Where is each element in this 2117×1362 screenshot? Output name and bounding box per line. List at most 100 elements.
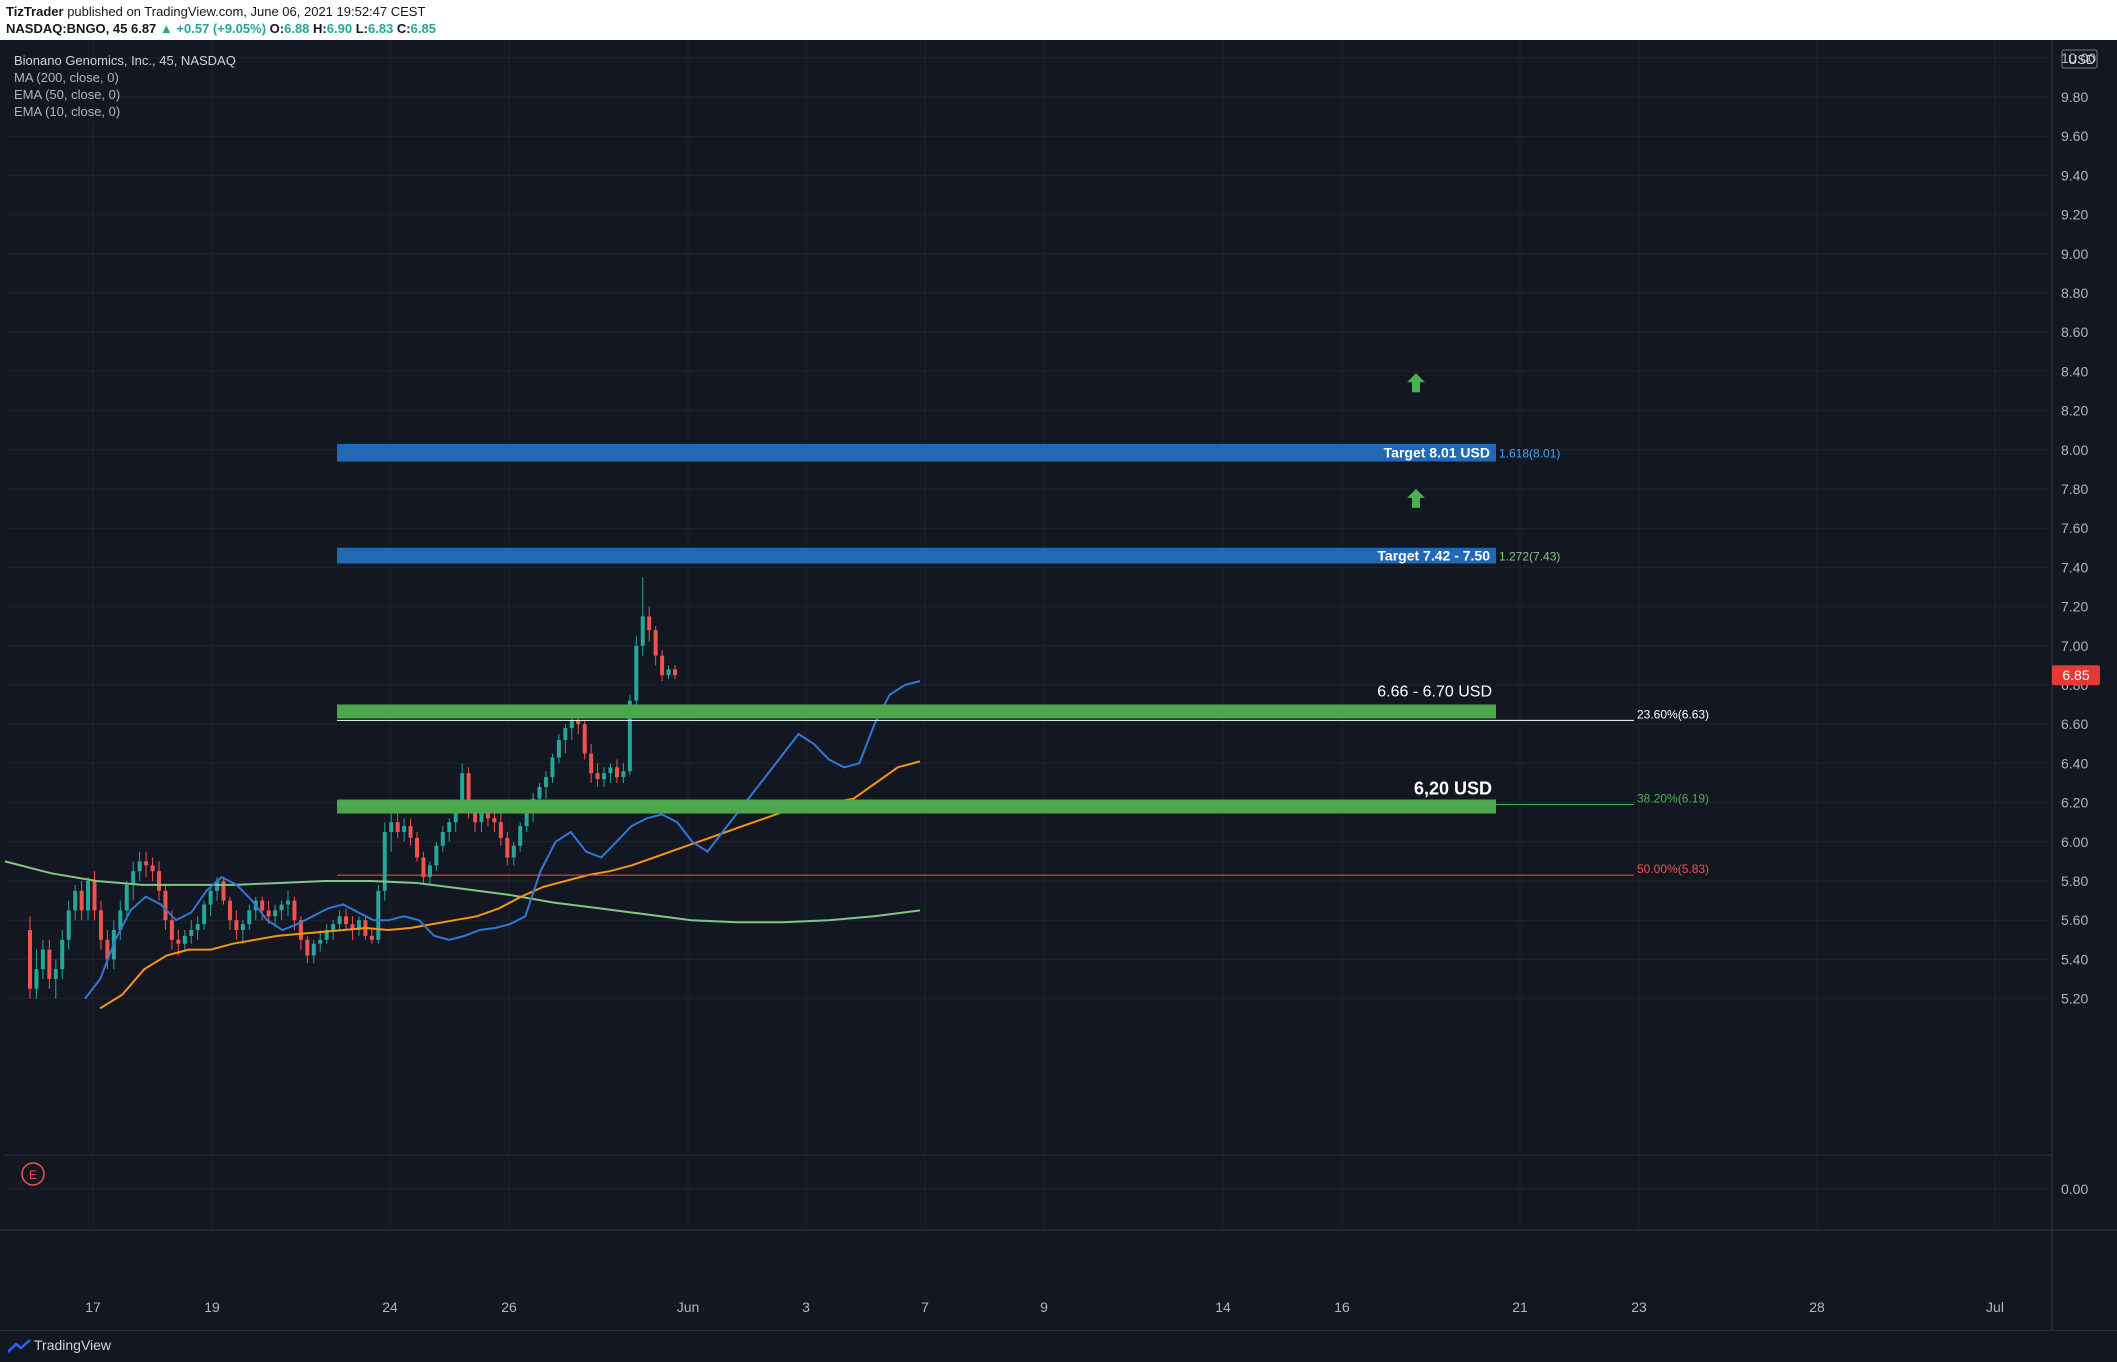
- candle-body: [382, 832, 387, 891]
- candle-body: [105, 939, 110, 960]
- y-tick-label: 8.20: [2061, 403, 2088, 419]
- x-tick-label: Jun: [677, 1299, 700, 1315]
- footer-bar: TradingView: [0, 1330, 2117, 1362]
- y-tick-label: 7.40: [2061, 559, 2088, 575]
- close-value: 6.85: [410, 21, 436, 36]
- price-change: ▲ +0.57 (+9.05%): [159, 21, 267, 36]
- candle-body: [415, 837, 419, 858]
- candle-body: [608, 767, 613, 774]
- close-label: C:: [396, 21, 411, 36]
- candle-body: [318, 939, 323, 944]
- y-tick-label: 8.80: [2061, 285, 2088, 301]
- fib-label: 50.00%(5.83): [1637, 862, 1709, 876]
- low-value: 6.83: [367, 21, 394, 36]
- candle-body: [544, 777, 548, 787]
- publish-header: TizTrader published on TradingView.com, …: [0, 0, 2117, 40]
- candle-body: [182, 935, 187, 944]
- fib-extension-label: 1.618(8.01): [1499, 447, 1560, 461]
- candle-body: [234, 920, 239, 930]
- candle-body: [324, 930, 329, 940]
- published-text: published on TradingView.com, June 06, 2…: [67, 4, 426, 19]
- candle-body: [473, 812, 478, 823]
- earnings-icon: [21, 1162, 45, 1186]
- candle-body: [492, 818, 497, 823]
- legend-title[interactable]: Bionano Genomics, Inc., 45, NASDAQ: [14, 53, 236, 68]
- candle-body: [640, 616, 645, 646]
- legend-ema10[interactable]: EMA (10, close, 0): [14, 104, 121, 119]
- candle-body: [505, 837, 510, 858]
- y-tick-label: 8.60: [2061, 324, 2088, 340]
- candle-body: [73, 890, 78, 911]
- x-tick-label: 17: [85, 1299, 101, 1315]
- x-tick-label: 28: [1809, 1299, 1825, 1315]
- x-tick-label: 23: [1631, 1299, 1647, 1315]
- candle-body: [479, 812, 484, 823]
- open-value: 6.88: [284, 21, 310, 36]
- candle-body: [169, 920, 174, 940]
- ema10-line: [84, 680, 921, 1000]
- candle-body: [440, 832, 445, 846]
- author-name[interactable]: TizTrader: [6, 4, 64, 19]
- candle-body: [389, 822, 394, 832]
- candle-body: [350, 924, 355, 930]
- price-chart[interactable]: 11.0010.8010.6010.4010.2010.009.809.609.…: [0, 40, 2117, 1330]
- y-tick-label: 8.40: [2061, 363, 2088, 379]
- candle-body: [202, 904, 207, 925]
- symbol-quote: NASDAQ:BNGO, 45 6.87 ▲ +0.57 (+9.05%) O:…: [6, 21, 436, 36]
- legend-ma200[interactable]: MA (200, close, 0): [14, 70, 119, 85]
- candle-body: [273, 910, 278, 917]
- candle-body: [634, 645, 639, 701]
- tradingview-brand[interactable]: TradingView: [34, 1337, 112, 1353]
- x-tick-label: 7: [921, 1299, 929, 1315]
- candle-body: [247, 910, 252, 925]
- low-label: L:: [355, 21, 368, 36]
- chart-area[interactable]: 11.0010.8010.6010.4010.2010.009.809.609.…: [0, 40, 2117, 1330]
- y-tick-label: 6.60: [2061, 716, 2088, 732]
- candle-body: [240, 924, 245, 930]
- candle-body: [653, 630, 658, 656]
- candle-body: [569, 720, 574, 729]
- y-tick-label: 9.20: [2061, 207, 2088, 223]
- fib-label: 23.60%(6.63): [1637, 707, 1709, 721]
- zone-label: Target 7.42 - 7.50: [1377, 548, 1490, 564]
- y-tick-label: 7.60: [2061, 520, 2088, 536]
- candle-body: [466, 773, 471, 813]
- last-price: 6.87: [130, 21, 157, 36]
- candle-body: [227, 900, 232, 921]
- candle-body: [124, 884, 129, 911]
- candle-body: [447, 822, 452, 832]
- candle-body: [376, 890, 381, 940]
- y-tick-label: 0.00: [2061, 1181, 2088, 1197]
- open-label: O:: [269, 21, 285, 36]
- candle-body: [176, 939, 181, 944]
- candle-body: [434, 845, 439, 866]
- candle-body: [582, 724, 587, 754]
- currency-label: USD: [2068, 52, 2095, 67]
- candle-body: [40, 949, 45, 970]
- x-tick-label: 19: [204, 1299, 220, 1315]
- candle-body: [150, 865, 155, 872]
- zone-1: [337, 443, 1496, 462]
- last-price-tag: [2052, 665, 2100, 686]
- candle-body: [292, 900, 297, 921]
- candle-body: [157, 871, 161, 891]
- candle-body: [453, 806, 458, 823]
- candle-body: [118, 910, 123, 930]
- candle-body: [460, 773, 465, 807]
- candle-body: [279, 904, 284, 911]
- candle-body: [395, 822, 400, 832]
- candle-body: [556, 739, 561, 758]
- chart-legend: Bionano Genomics, Inc., 45, NASDAQ MA (2…: [14, 52, 236, 120]
- candle-body: [537, 786, 542, 799]
- y-tick-label: 9.40: [2061, 167, 2088, 183]
- publish-info: TizTrader published on TradingView.com, …: [6, 4, 425, 19]
- zone-label: Target 8.01 USD: [1384, 445, 1490, 461]
- candle-body: [344, 916, 349, 925]
- tradingview-logo-icon[interactable]: [8, 1339, 32, 1353]
- high-value: 6.90: [326, 21, 353, 36]
- zone-2: [337, 547, 1496, 564]
- candle-body: [621, 771, 626, 778]
- x-tick-label: 3: [802, 1299, 810, 1315]
- candle-body: [131, 871, 136, 885]
- legend-ema50[interactable]: EMA (50, close, 0): [14, 87, 121, 102]
